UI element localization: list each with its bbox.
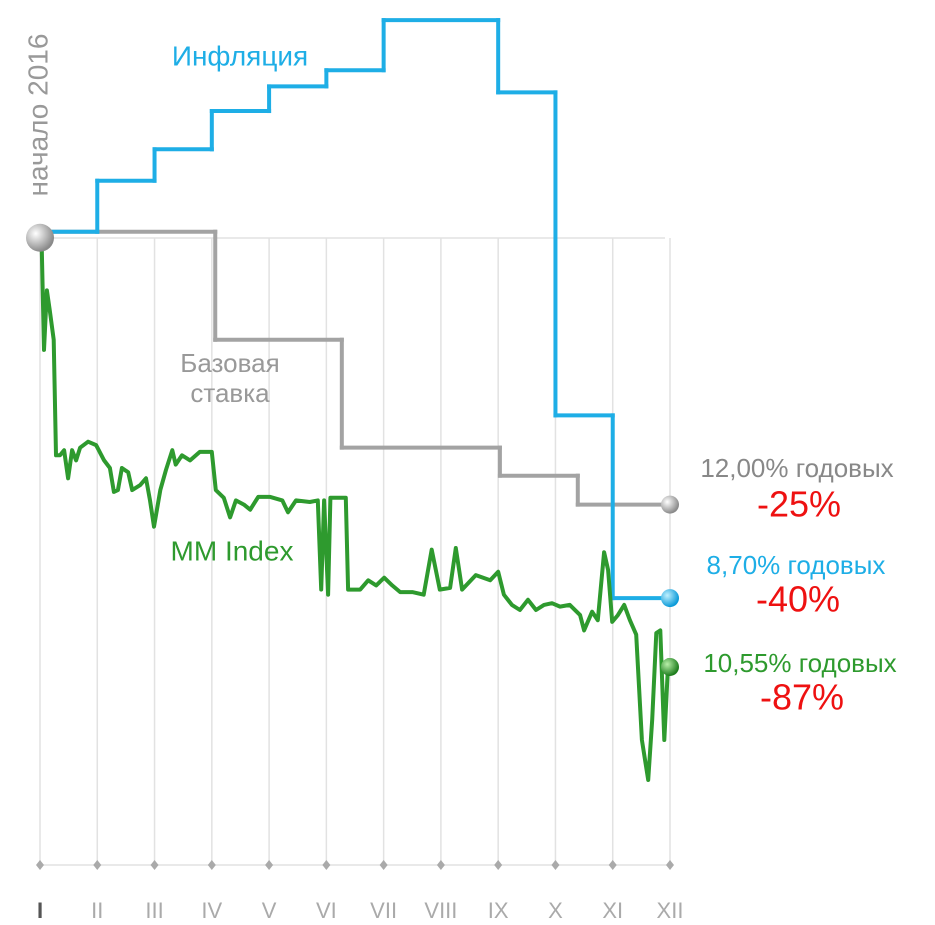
start-label: начало 2016	[22, 34, 53, 197]
tick-mark	[494, 860, 503, 870]
end-label: 8,70% годовых	[707, 550, 886, 580]
x-tick-label: VIII	[424, 898, 457, 923]
series-label: Базовая ставка	[180, 348, 280, 408]
tick-mark	[207, 860, 216, 870]
tick-mark	[150, 860, 159, 870]
tick-mark	[93, 860, 102, 870]
end-dot	[661, 589, 679, 608]
x-tick-label: VI	[316, 898, 337, 923]
x-tick-label: X	[548, 898, 563, 923]
x-tick-label: I	[37, 898, 43, 923]
tick-mark	[608, 860, 617, 870]
end-label: 12,00% годовых	[700, 453, 893, 483]
x-tick-label: III	[145, 898, 163, 923]
x-tick-label: XI	[602, 898, 623, 923]
x-tick-label: IV	[201, 898, 222, 923]
x-tick-label: XII	[657, 898, 684, 923]
end-dot	[661, 657, 679, 676]
x-tick-label: VII	[370, 898, 397, 923]
series-label: MM Index	[171, 535, 294, 566]
x-tick-label: IX	[488, 898, 509, 923]
tick-mark	[379, 860, 388, 870]
tick-mark	[436, 860, 445, 870]
change-label: -87%	[760, 677, 844, 718]
start-dot	[26, 223, 54, 252]
x-tick-label: II	[91, 898, 103, 923]
tick-mark	[666, 860, 674, 870]
tick-mark	[551, 860, 560, 870]
x-tick-label: V	[262, 898, 277, 923]
series-label: Инфляция	[172, 40, 308, 71]
change-label: -25%	[757, 484, 841, 525]
tick-mark	[36, 860, 44, 870]
tick-mark	[265, 860, 274, 870]
end-label: 10,55% годовых	[703, 648, 896, 678]
end-dot	[661, 495, 679, 514]
tick-mark	[322, 860, 331, 870]
series-line	[39, 245, 672, 782]
change-label: -40%	[756, 579, 840, 620]
